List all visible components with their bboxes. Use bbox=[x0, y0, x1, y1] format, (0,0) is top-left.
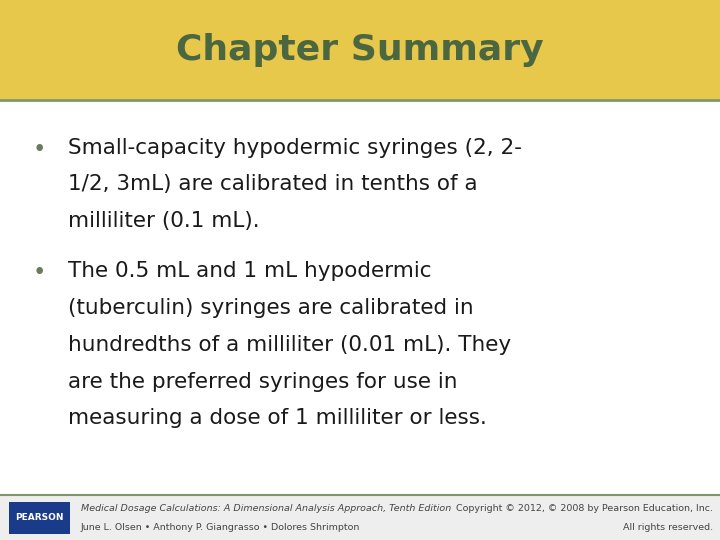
Bar bbox=[0, 495, 720, 540]
Bar bbox=[9, 502, 70, 534]
Text: (tuberculin) syringes are calibrated in: (tuberculin) syringes are calibrated in bbox=[68, 298, 474, 318]
Text: Medical Dosage Calculations: A Dimensional Analysis Approach, Tenth Edition: Medical Dosage Calculations: A Dimension… bbox=[81, 504, 451, 513]
Text: 1/2, 3mL) are calibrated in tenths of a: 1/2, 3mL) are calibrated in tenths of a bbox=[68, 174, 478, 194]
Text: milliliter (0.1 mL).: milliliter (0.1 mL). bbox=[68, 211, 260, 231]
Text: PEARSON: PEARSON bbox=[15, 513, 63, 522]
Text: Chapter Summary: Chapter Summary bbox=[176, 33, 544, 67]
Text: measuring a dose of 1 milliliter or less.: measuring a dose of 1 milliliter or less… bbox=[68, 408, 487, 428]
Text: Copyright © 2012, © 2008 by Pearson Education, Inc.: Copyright © 2012, © 2008 by Pearson Educ… bbox=[456, 504, 713, 513]
Text: All rights reserved.: All rights reserved. bbox=[623, 523, 713, 532]
Text: are the preferred syringes for use in: are the preferred syringes for use in bbox=[68, 372, 458, 392]
Bar bbox=[0, 0, 720, 100]
Text: The 0.5 mL and 1 mL hypodermic: The 0.5 mL and 1 mL hypodermic bbox=[68, 261, 432, 281]
Text: Small-capacity hypodermic syringes (2, 2-: Small-capacity hypodermic syringes (2, 2… bbox=[68, 138, 522, 158]
Text: June L. Olsen • Anthony P. Giangrasso • Dolores Shrimpton: June L. Olsen • Anthony P. Giangrasso • … bbox=[81, 523, 360, 532]
Text: •: • bbox=[33, 138, 46, 161]
Text: hundredths of a milliliter (0.01 mL). They: hundredths of a milliliter (0.01 mL). Th… bbox=[68, 335, 511, 355]
Text: •: • bbox=[33, 261, 46, 285]
